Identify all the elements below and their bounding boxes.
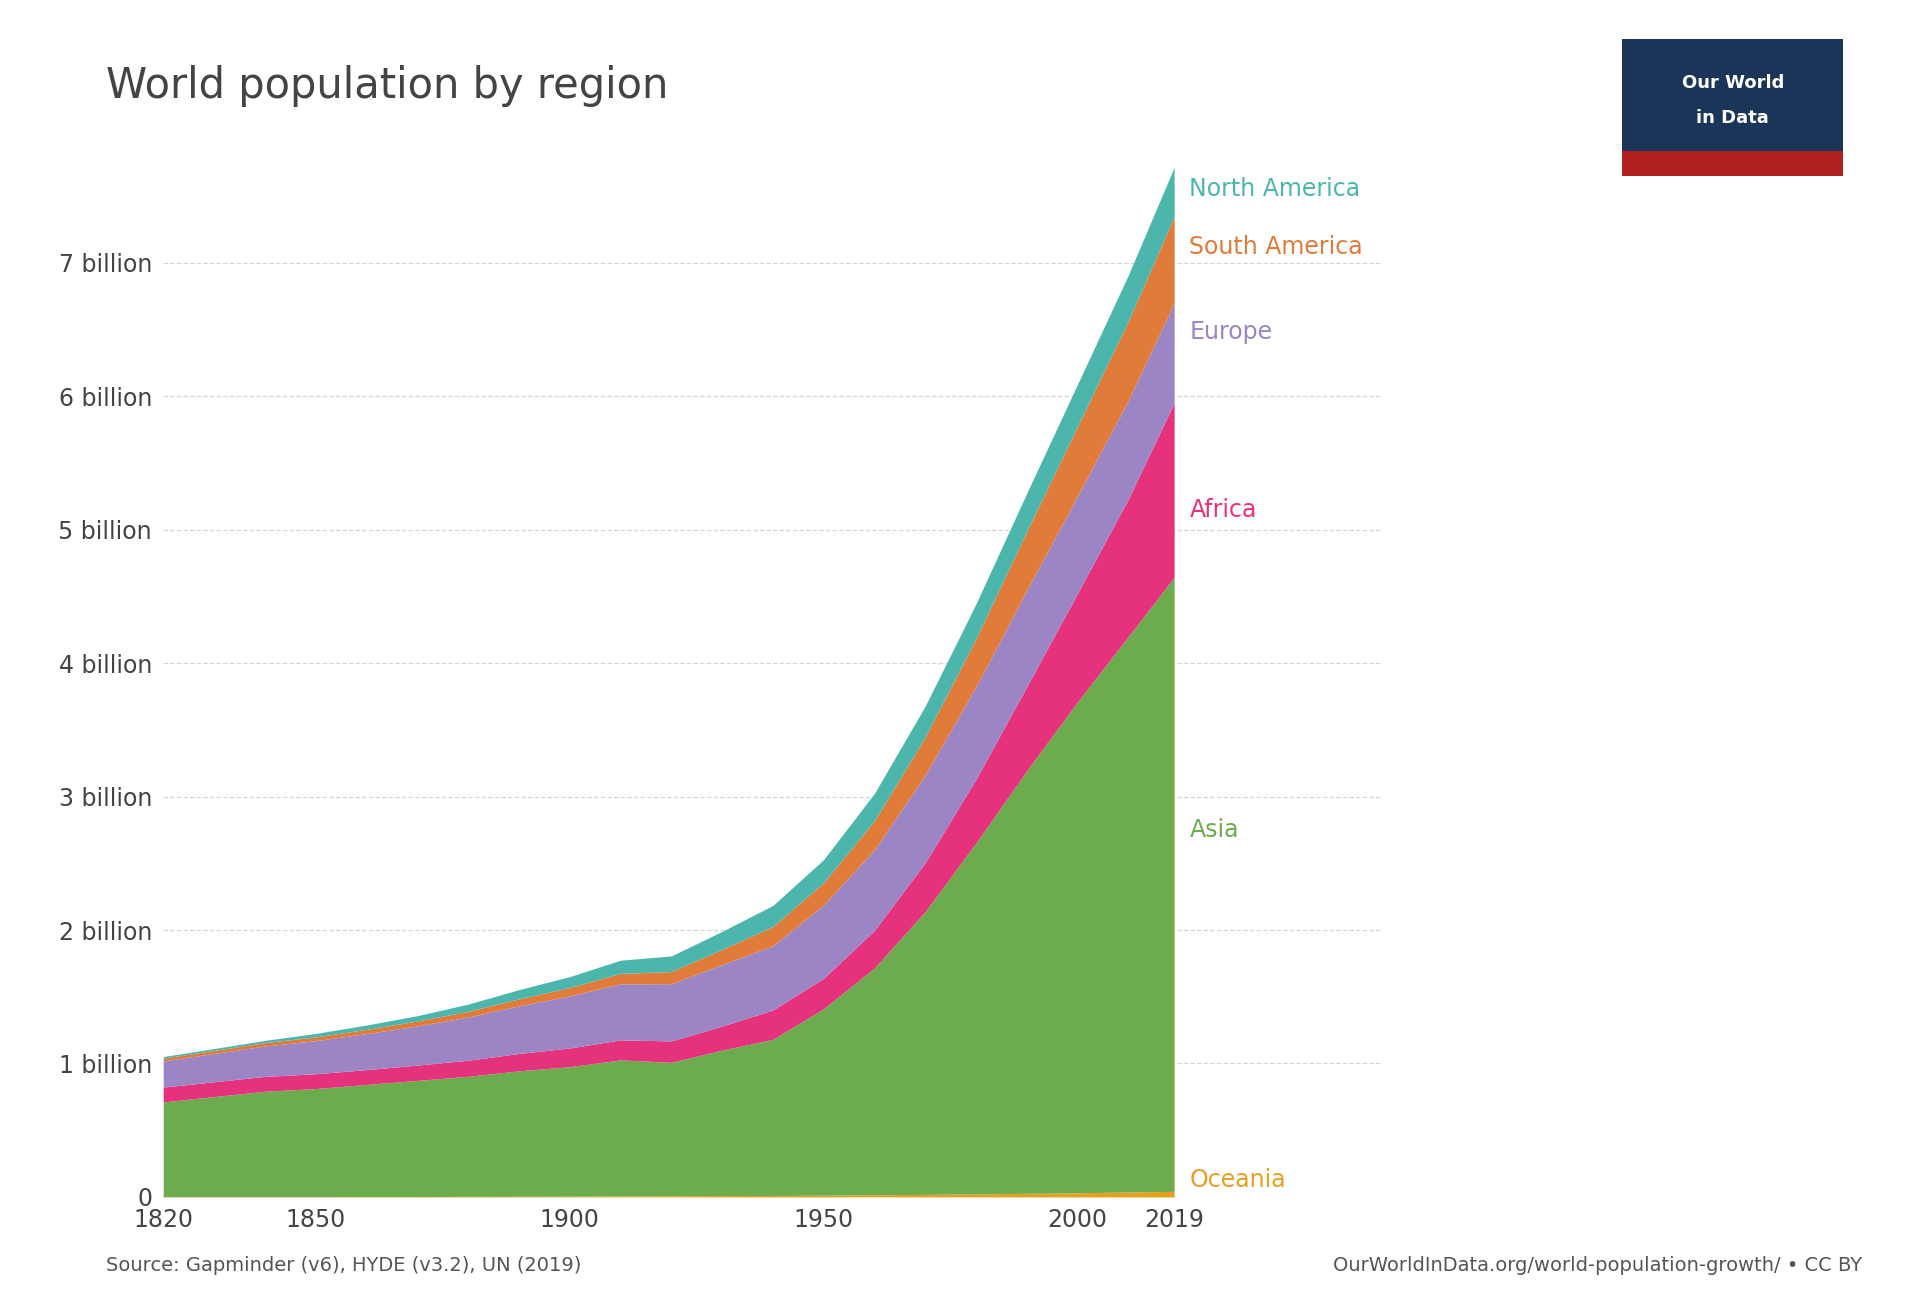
Text: South America: South America <box>1188 235 1363 259</box>
Text: North America: North America <box>1188 177 1361 202</box>
Text: Asia: Asia <box>1188 818 1238 842</box>
Text: Our World: Our World <box>1682 74 1784 92</box>
Text: OurWorldInData.org/world-population-growth/ • CC BY: OurWorldInData.org/world-population-grow… <box>1332 1255 1862 1275</box>
Text: Africa: Africa <box>1188 498 1258 522</box>
Bar <box>1622 39 1843 151</box>
Text: Oceania: Oceania <box>1188 1167 1286 1192</box>
Text: Europe: Europe <box>1188 320 1273 345</box>
Text: World population by region: World population by region <box>106 65 668 107</box>
Bar <box>1622 151 1843 176</box>
Text: Source: Gapminder (v6), HYDE (v3.2), UN (2019): Source: Gapminder (v6), HYDE (v3.2), UN … <box>106 1255 582 1275</box>
Text: in Data: in Data <box>1697 109 1768 127</box>
